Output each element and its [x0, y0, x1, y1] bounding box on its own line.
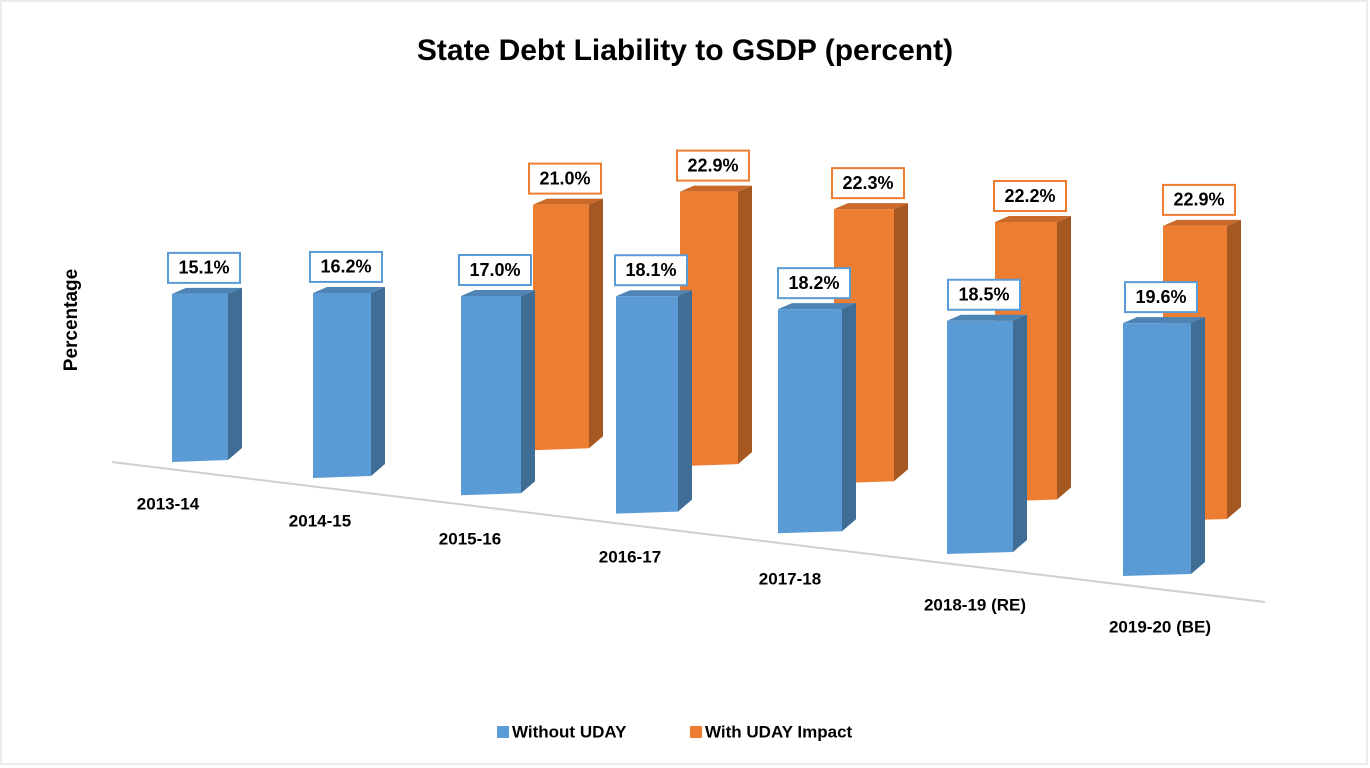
- data-label-box: [614, 254, 688, 287]
- bar: [461, 290, 535, 496]
- x-tick-label: 2016-17: [599, 547, 661, 566]
- bar-side: [1057, 216, 1071, 500]
- legend-label: Without UDAY: [512, 722, 627, 741]
- bar-side: [678, 290, 692, 512]
- data-label: 15.1%: [178, 258, 229, 278]
- data-label-box: [309, 250, 383, 283]
- data-label-box: [1124, 281, 1198, 314]
- data-label: 21.0%: [539, 168, 590, 188]
- bar-top: [1123, 317, 1205, 324]
- bar: [1123, 317, 1205, 576]
- bar-side: [894, 203, 908, 482]
- bar: [172, 287, 242, 462]
- bar-top: [172, 287, 242, 294]
- bar-side: [1013, 314, 1027, 552]
- bar-front: [533, 204, 589, 451]
- bar-front: [172, 293, 228, 462]
- x-tick-label: 2019-20 (BE): [1109, 617, 1211, 636]
- bar-top: [461, 290, 535, 296]
- bar: [778, 303, 856, 534]
- bar-side: [521, 290, 535, 494]
- data-label: 18.1%: [625, 260, 676, 280]
- bar-front: [680, 191, 738, 467]
- data-label: 19.6%: [1135, 287, 1186, 307]
- x-tick-label: 2017-18: [759, 569, 821, 588]
- data-label-box: [993, 180, 1067, 212]
- data-label: 18.2%: [788, 273, 839, 293]
- data-label-box: [1162, 183, 1236, 216]
- bar-front: [778, 309, 842, 534]
- legend-label: With UDAY Impact: [705, 722, 853, 741]
- x-tick-label: 2013-14: [137, 494, 200, 513]
- bar-top: [313, 286, 385, 293]
- bar-front: [461, 296, 521, 496]
- bar-side: [228, 287, 242, 460]
- y-axis-label: Percentage: [61, 269, 82, 371]
- data-label: 22.2%: [1004, 186, 1055, 206]
- bar-front: [1123, 323, 1191, 576]
- legend-swatch: [690, 726, 702, 738]
- bar-front: [947, 320, 1013, 554]
- bar-front: [313, 292, 371, 478]
- bar: [616, 290, 692, 514]
- floor-line: [111, 461, 1266, 603]
- bar-top: [680, 185, 752, 192]
- bar: [533, 198, 603, 451]
- data-label-box: [831, 167, 905, 200]
- data-label-box: [458, 254, 532, 286]
- data-label: 22.3%: [842, 173, 893, 193]
- bar-front: [616, 296, 678, 514]
- bar-side: [842, 303, 856, 532]
- data-label-box: [676, 149, 750, 182]
- bar-top: [995, 216, 1071, 222]
- bar-side: [371, 286, 385, 476]
- x-tick-label: 2015-16: [439, 529, 501, 548]
- bar: [947, 314, 1027, 554]
- data-label: 17.0%: [469, 260, 520, 280]
- legend-swatch: [497, 726, 509, 738]
- data-label-box: [777, 267, 851, 300]
- bar-top: [834, 203, 908, 210]
- bar-side: [589, 198, 603, 449]
- bar: [680, 185, 752, 467]
- bar: [313, 286, 385, 478]
- bar-top: [778, 303, 856, 310]
- data-label: 22.9%: [1173, 190, 1224, 210]
- data-label-box: [167, 251, 241, 284]
- x-tick-label: 2018-19 (RE): [924, 595, 1026, 614]
- bar-side: [1191, 317, 1205, 574]
- bar-top: [616, 290, 692, 297]
- data-label: 16.2%: [320, 257, 371, 277]
- bar-side: [1227, 219, 1241, 519]
- bar-top: [947, 314, 1027, 321]
- x-tick-label: 2014-15: [289, 511, 351, 530]
- data-label: 18.5%: [958, 285, 1009, 305]
- data-label-box: [947, 278, 1021, 311]
- data-label-box: [528, 162, 602, 195]
- chart-title: State Debt Liability to GSDP (percent): [417, 34, 953, 67]
- bar-side: [738, 185, 752, 465]
- bar-top: [1163, 219, 1241, 226]
- data-label: 22.9%: [687, 155, 738, 175]
- bar-top: [533, 198, 603, 205]
